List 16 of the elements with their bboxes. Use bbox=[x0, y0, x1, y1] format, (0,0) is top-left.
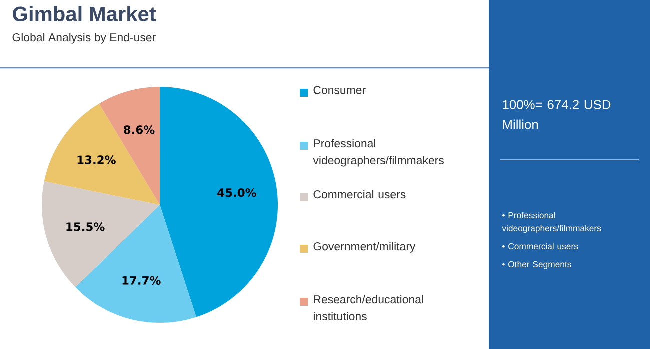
text: • Professional videographers/filmmakers bbox=[502, 212, 602, 234]
legend-label: Professional videographers/filmmakers bbox=[313, 139, 444, 167]
text: 100%= 674.2 USD Million bbox=[503, 100, 611, 130]
legend-label: Commercial users bbox=[314, 190, 406, 199]
legend-label: Research/educational institutions bbox=[314, 295, 424, 321]
chart-title: Gimbal Market bbox=[13, 6, 156, 22]
text: • Other Segments bbox=[502, 261, 572, 270]
data-label: 45.0% bbox=[218, 188, 256, 198]
data-label: 13.2% bbox=[78, 156, 116, 164]
chart-subtitle: Global Analysis by End-user bbox=[12, 33, 156, 44]
data-label: 8.6% bbox=[124, 126, 155, 134]
data-label: 15.5% bbox=[66, 222, 105, 232]
data-label: 17.7% bbox=[122, 276, 161, 285]
text: • Commercial users bbox=[502, 243, 578, 250]
legend-label: Consumer bbox=[314, 86, 366, 94]
legend-label: Government/military bbox=[314, 242, 416, 253]
